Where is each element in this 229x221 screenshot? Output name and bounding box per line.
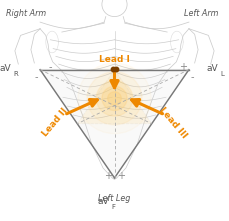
Text: -: - (49, 62, 52, 72)
Circle shape (87, 72, 142, 125)
Text: +: + (117, 171, 125, 181)
Text: Lead II: Lead II (41, 107, 69, 139)
Polygon shape (77, 70, 152, 124)
Text: Left Leg: Left Leg (98, 194, 131, 204)
Text: R: R (14, 71, 19, 77)
Circle shape (96, 81, 133, 116)
Circle shape (102, 86, 127, 110)
Circle shape (108, 92, 121, 105)
Text: -: - (34, 72, 38, 82)
Polygon shape (40, 70, 189, 178)
Text: Lead III: Lead III (157, 105, 188, 140)
Circle shape (78, 63, 151, 134)
Text: aV: aV (0, 64, 11, 73)
Text: -: - (191, 72, 194, 82)
Text: Lead I: Lead I (99, 55, 130, 64)
Text: aV: aV (206, 64, 218, 73)
Text: L: L (221, 71, 225, 77)
Text: F: F (112, 204, 116, 210)
Text: Left Arm: Left Arm (184, 9, 219, 18)
Text: +: + (104, 171, 112, 181)
Text: +: + (179, 62, 187, 72)
Text: Right Arm: Right Arm (6, 9, 46, 18)
Text: aV: aV (97, 197, 109, 206)
